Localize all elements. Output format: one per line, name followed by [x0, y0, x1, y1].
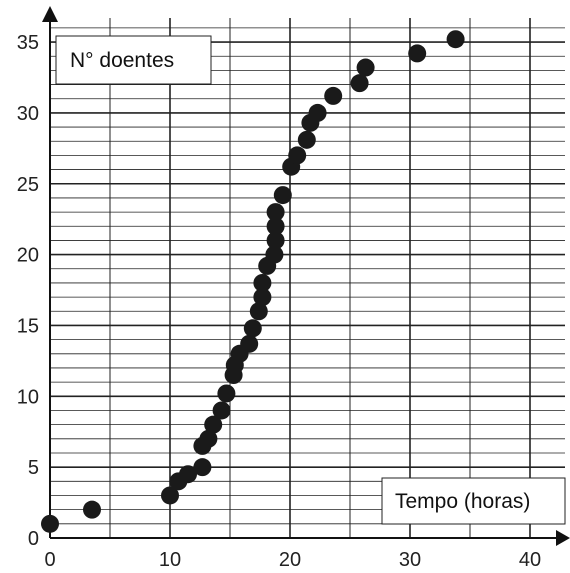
data-point [408, 44, 427, 63]
data-point [41, 514, 59, 533]
data-point [273, 186, 292, 205]
axes [42, 6, 570, 546]
data-point [356, 58, 375, 77]
x-tick-label: 30 [399, 549, 421, 571]
data-point [446, 30, 465, 49]
data-point [350, 74, 369, 93]
x-axis-label: Tempo (horas) [395, 490, 530, 513]
x-tick-label: 40 [519, 549, 541, 571]
data-point [297, 130, 316, 149]
data-point [265, 245, 284, 264]
data-point [179, 465, 197, 484]
y-tick-label: 30 [17, 103, 39, 125]
data-point [288, 146, 307, 165]
y-tick-label: 35 [17, 32, 39, 54]
x-tick-label: 10 [159, 549, 181, 571]
tick-labels: 0 5 10 15 20 25 30 35 0 10 20 30 40 [17, 32, 541, 571]
major-gridlines [50, 18, 565, 538]
data-point [217, 384, 236, 403]
x-tick-label: 0 [44, 549, 55, 571]
y-tick-label: 20 [17, 245, 39, 267]
y-tick-label: 0 [28, 528, 39, 550]
data-point [249, 302, 268, 321]
y-axis-label: N° doentes [70, 49, 174, 72]
data-point [83, 500, 101, 519]
x-tick-label: 20 [279, 549, 301, 571]
y-tick-label: 25 [17, 174, 39, 196]
data-point [212, 401, 231, 420]
data-point [308, 103, 327, 122]
data-point [161, 486, 179, 505]
data-point [266, 217, 285, 236]
y-axis-arrow [42, 6, 58, 22]
data-point [240, 334, 259, 353]
data-point [243, 319, 262, 338]
data-points [41, 30, 465, 533]
data-point [253, 273, 272, 292]
y-tick-label: 15 [17, 315, 39, 337]
data-point [204, 415, 223, 434]
data-point [266, 231, 285, 250]
data-point [193, 458, 212, 477]
x-axis-arrow [556, 530, 570, 546]
data-point [199, 429, 218, 448]
minor-gridlines [50, 18, 565, 538]
data-point [324, 86, 343, 105]
data-point [253, 288, 272, 307]
x-axis-label-box: Tempo (horas) [381, 477, 566, 525]
y-axis-label-box: N° doentes [55, 35, 212, 85]
y-tick-label: 10 [17, 386, 39, 408]
y-tick-label: 5 [28, 457, 39, 479]
data-point [266, 203, 285, 222]
